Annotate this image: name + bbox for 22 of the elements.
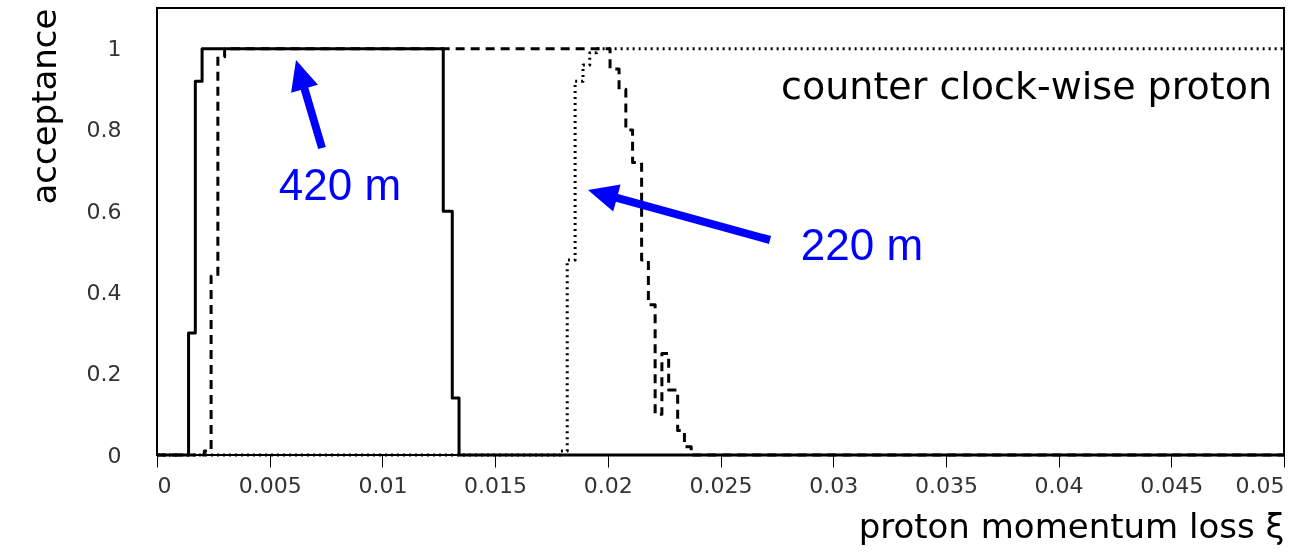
y-tick-label: 0.6 <box>86 198 122 224</box>
annotation: 420 m <box>278 160 402 210</box>
y-axis-title: acceptance <box>23 8 64 205</box>
y-tick-label: 0 <box>107 442 122 468</box>
y-tick-label: 1 <box>107 36 122 62</box>
x-tick-label: 0.03 <box>809 472 859 498</box>
y-tick-label: 0.2 <box>86 361 122 387</box>
x-tick-label: 0.045 <box>1140 472 1204 498</box>
x-tick-label: 0.025 <box>689 472 753 498</box>
x-tick-label: 0.01 <box>358 472 408 498</box>
y-tick-label: 0.4 <box>86 279 122 305</box>
y-tick-label: 0.8 <box>86 117 122 143</box>
x-tick-label: 0 <box>157 472 172 498</box>
x-tick-label: 0.04 <box>1034 472 1084 498</box>
x-tick-label: 0.02 <box>583 472 633 498</box>
x-tick-label: 0.005 <box>238 472 302 498</box>
x-tick-label: 0.035 <box>914 472 978 498</box>
x-tick-label: 0.015 <box>464 472 528 498</box>
annotation: 220 m <box>800 220 924 270</box>
x-axis-title: proton momentum loss ξ <box>858 505 1285 546</box>
x-tick-label: 0.05 <box>1235 472 1285 498</box>
annotation: counter clock-wise proton <box>781 64 1272 108</box>
